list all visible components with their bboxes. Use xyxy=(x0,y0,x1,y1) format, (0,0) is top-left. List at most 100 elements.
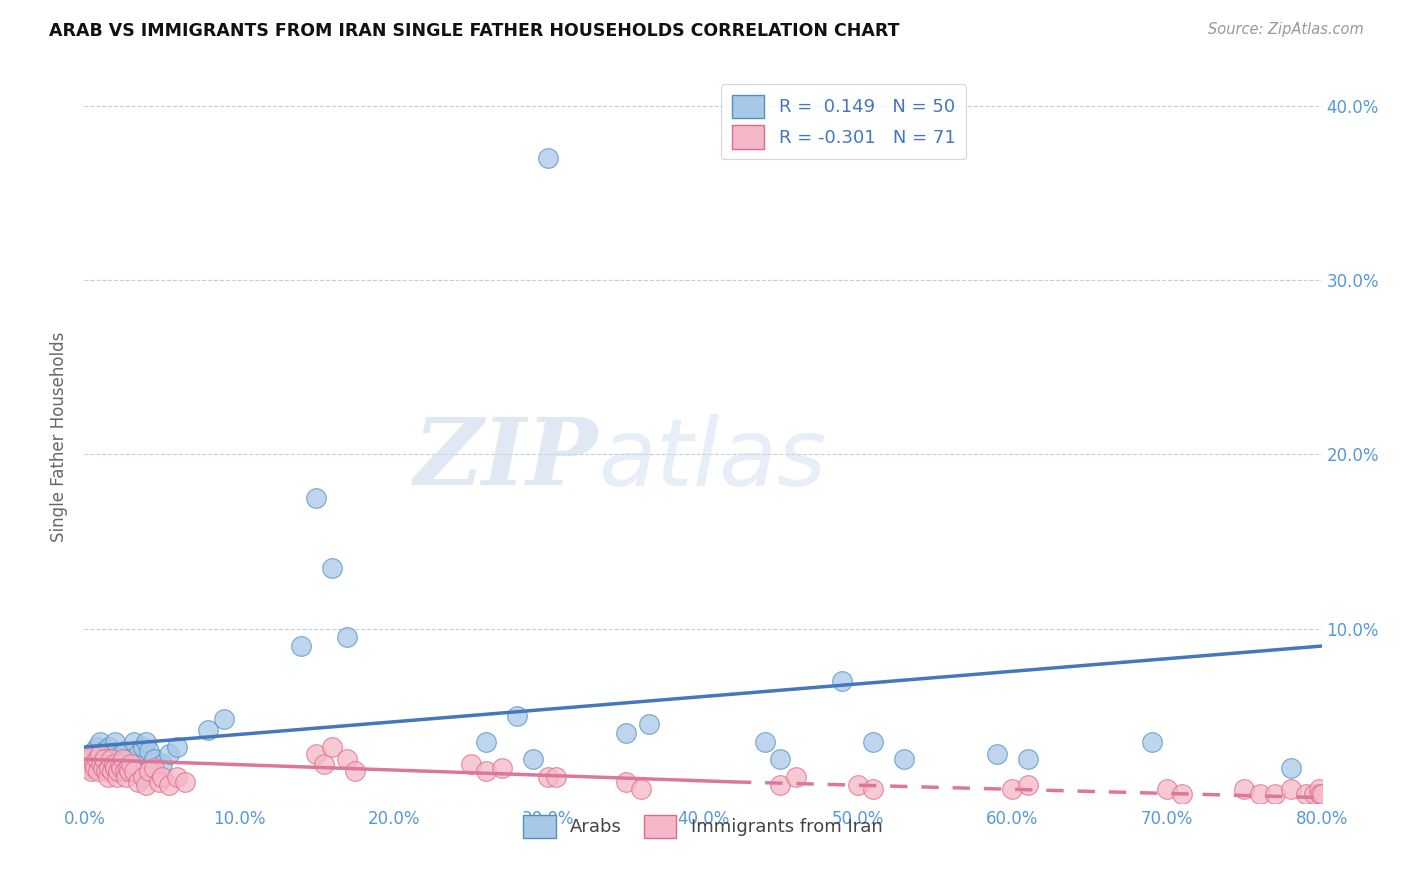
Point xyxy=(1249,787,1271,801)
Point xyxy=(1309,787,1331,801)
Point xyxy=(107,764,129,779)
Point xyxy=(290,639,312,653)
Point xyxy=(522,752,544,766)
Point xyxy=(1302,787,1324,801)
Point xyxy=(846,778,869,792)
Point xyxy=(1295,787,1317,801)
Point xyxy=(769,752,792,766)
Point xyxy=(77,752,100,766)
Point xyxy=(96,770,118,784)
Point xyxy=(82,747,104,761)
Point xyxy=(91,761,114,775)
Point xyxy=(98,761,121,775)
Point xyxy=(98,740,121,755)
Point xyxy=(150,770,173,784)
Point xyxy=(96,752,118,766)
Point xyxy=(110,761,132,775)
Point xyxy=(120,757,142,772)
Point xyxy=(93,743,115,757)
Point xyxy=(117,752,139,766)
Point xyxy=(537,770,560,784)
Point xyxy=(143,752,166,766)
Point xyxy=(110,747,132,761)
Point xyxy=(117,761,139,775)
Point xyxy=(122,735,145,749)
Point xyxy=(321,560,343,574)
Point xyxy=(159,778,180,792)
Point xyxy=(614,775,637,789)
Point xyxy=(1017,778,1039,792)
Point xyxy=(475,764,498,779)
Point xyxy=(87,764,110,779)
Point xyxy=(91,747,114,761)
Point xyxy=(83,743,105,757)
Text: ZIP: ZIP xyxy=(413,414,598,504)
Point xyxy=(101,764,124,779)
Point xyxy=(94,764,117,779)
Point xyxy=(132,740,155,755)
Point xyxy=(127,747,149,761)
Point xyxy=(785,770,807,784)
Point xyxy=(122,764,145,779)
Point xyxy=(1001,781,1024,796)
Point xyxy=(127,775,149,789)
Point xyxy=(118,764,141,779)
Point xyxy=(769,778,792,792)
Point xyxy=(138,764,160,779)
Point xyxy=(1264,787,1286,801)
Point xyxy=(336,752,359,766)
Point xyxy=(1279,761,1302,775)
Legend: Arabs, Immigrants from Iran: Arabs, Immigrants from Iran xyxy=(516,807,890,845)
Point xyxy=(305,747,328,761)
Point xyxy=(1279,781,1302,796)
Point xyxy=(1310,787,1333,801)
Point xyxy=(86,740,108,755)
Point xyxy=(108,757,131,772)
Point xyxy=(1140,735,1163,749)
Point xyxy=(107,757,129,772)
Point xyxy=(93,752,115,766)
Point xyxy=(103,757,125,772)
Point xyxy=(143,761,166,775)
Text: ARAB VS IMMIGRANTS FROM IRAN SINGLE FATHER HOUSEHOLDS CORRELATION CHART: ARAB VS IMMIGRANTS FROM IRAN SINGLE FATH… xyxy=(49,22,900,40)
Point xyxy=(84,761,107,775)
Point xyxy=(86,752,108,766)
Point xyxy=(77,752,100,766)
Point xyxy=(166,770,188,784)
Point xyxy=(475,735,498,749)
Point xyxy=(90,757,112,772)
Point xyxy=(120,757,142,772)
Point xyxy=(546,770,568,784)
Point xyxy=(630,781,652,796)
Point xyxy=(89,747,111,761)
Text: atlas: atlas xyxy=(598,414,827,505)
Point xyxy=(893,752,915,766)
Point xyxy=(754,735,776,749)
Point xyxy=(344,764,367,779)
Point xyxy=(1233,781,1256,796)
Point xyxy=(614,726,637,740)
Point xyxy=(986,747,1008,761)
Point xyxy=(491,761,513,775)
Point xyxy=(862,735,884,749)
Point xyxy=(862,781,884,796)
Point xyxy=(114,764,136,779)
Point xyxy=(76,761,98,775)
Point xyxy=(212,712,235,726)
Point xyxy=(89,735,111,749)
Point xyxy=(148,775,170,789)
Point xyxy=(87,747,110,761)
Point xyxy=(132,770,155,784)
Point xyxy=(159,747,180,761)
Point xyxy=(166,740,188,755)
Point xyxy=(305,491,328,505)
Point xyxy=(79,747,101,761)
Point xyxy=(100,752,122,766)
Point xyxy=(460,757,482,772)
Point xyxy=(83,757,105,772)
Point xyxy=(537,152,560,166)
Point xyxy=(174,775,197,789)
Point xyxy=(112,752,135,766)
Text: Source: ZipAtlas.com: Source: ZipAtlas.com xyxy=(1208,22,1364,37)
Point xyxy=(105,770,128,784)
